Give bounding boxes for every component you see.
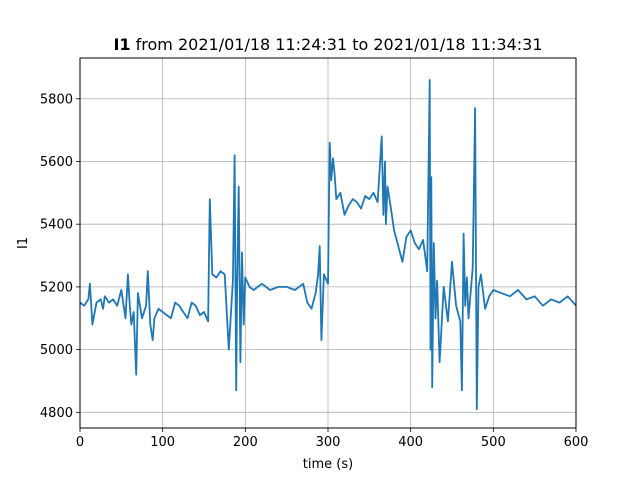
chart-title-bold: I1	[113, 35, 130, 54]
x-tick-label: 0	[76, 435, 84, 450]
x-tick-label: 200	[233, 435, 258, 450]
y-tick-label: 5000	[40, 343, 73, 358]
x-axis-label: time (s)	[303, 457, 353, 472]
x-tick-label: 400	[398, 435, 423, 450]
y-tick-label: 5800	[40, 92, 73, 107]
x-tick-label: 600	[564, 435, 589, 450]
y-tick-label: 5600	[40, 155, 73, 170]
chart-title: I1 from 2021/01/18 11:24:31 to 2021/01/1…	[113, 35, 542, 54]
grid-lines	[79, 58, 577, 428]
series-line-i1	[80, 79, 576, 411]
y-tick-label: 5200	[40, 280, 73, 295]
x-tick-label: 500	[481, 435, 506, 450]
y-axis-ticks: 4800 5000 5200 5400 5600 5800	[40, 92, 80, 421]
x-tick-label: 300	[316, 435, 341, 450]
x-tick-label: 100	[150, 435, 175, 450]
x-axis-ticks: 0 100 200 300 400 500 600	[76, 428, 589, 450]
y-tick-label: 4800	[40, 406, 73, 421]
y-axis-label: I1	[16, 237, 31, 249]
y-tick-label: 5400	[40, 218, 73, 233]
chart-title-rest: from 2021/01/18 11:24:31 to 2021/01/18 1…	[131, 35, 543, 54]
